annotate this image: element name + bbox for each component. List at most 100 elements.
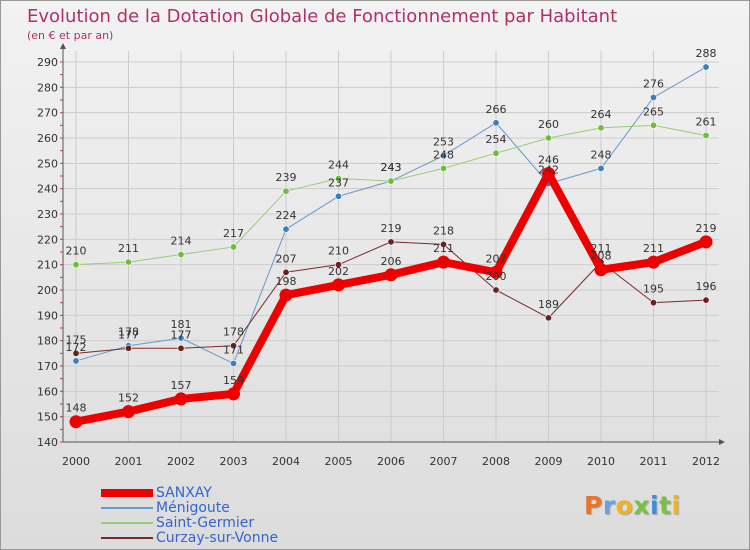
data-point-curzay-sur-vonne bbox=[387, 238, 395, 246]
data-point-curzay-sur-vonne bbox=[282, 268, 290, 276]
data-label-sanxay: 202 bbox=[328, 265, 349, 278]
data-point-curzay-sur-vonne bbox=[649, 299, 657, 307]
y-tick-label: 180 bbox=[37, 335, 58, 348]
data-label-sanxay: 207 bbox=[486, 252, 507, 265]
data-point-sanxay bbox=[69, 415, 83, 429]
data-label-saint-germier: 244 bbox=[328, 159, 349, 172]
y-tick-label: 160 bbox=[37, 385, 58, 398]
proxiti-logo: Proxiti bbox=[584, 491, 681, 520]
data-point-sanxay bbox=[174, 392, 188, 406]
data-point-m-nigoute bbox=[72, 357, 80, 365]
data-point-saint-germier bbox=[702, 131, 710, 139]
data-label-m-nigoute: 178 bbox=[118, 326, 139, 339]
x-tick-label: 2003 bbox=[220, 455, 248, 468]
data-point-sanxay bbox=[279, 288, 293, 302]
y-tick-label: 150 bbox=[37, 411, 58, 424]
data-point-saint-germier bbox=[387, 177, 395, 185]
data-label-sanxay: 246 bbox=[538, 153, 559, 166]
y-tick-label: 140 bbox=[37, 436, 58, 449]
data-point-saint-germier bbox=[72, 261, 80, 269]
data-label-sanxay: 219 bbox=[696, 222, 717, 235]
data-point-sanxay bbox=[594, 263, 608, 277]
data-point-curzay-sur-vonne bbox=[544, 314, 552, 322]
data-label-sanxay: 157 bbox=[171, 379, 192, 392]
gridlines bbox=[63, 51, 719, 443]
data-label-sanxay: 152 bbox=[118, 392, 139, 405]
y-axis-arrow bbox=[60, 43, 66, 49]
data-label-m-nigoute: 181 bbox=[171, 318, 192, 331]
data-label-sanxay: 211 bbox=[433, 242, 454, 255]
data-label-curzay-sur-vonne: 210 bbox=[328, 245, 349, 258]
legend-swatch bbox=[101, 522, 153, 524]
logo-letter: P bbox=[584, 491, 603, 520]
data-point-saint-germier bbox=[492, 149, 500, 157]
data-point-m-nigoute bbox=[439, 152, 447, 160]
legend-label: Curzay-sur-Vonne bbox=[156, 530, 279, 546]
data-label-saint-germier: 254 bbox=[486, 133, 507, 146]
legend-swatch bbox=[101, 489, 153, 497]
data-point-saint-germier bbox=[597, 124, 605, 132]
data-label-curzay-sur-vonne: 189 bbox=[538, 298, 559, 311]
data-label-sanxay: 148 bbox=[66, 402, 87, 415]
y-tick-label: 210 bbox=[37, 259, 58, 272]
data-point-curzay-sur-vonne bbox=[439, 240, 447, 248]
data-labels: 172 178 181 171 224 237 243 253 266 242 248 276 288 2… bbox=[66, 47, 717, 415]
y-tick-label: 240 bbox=[37, 183, 58, 196]
x-tick-label: 2012 bbox=[692, 455, 720, 468]
x-tick-label: 2006 bbox=[377, 455, 405, 468]
data-label-curzay-sur-vonne: 219 bbox=[381, 222, 402, 235]
logo-letter: t bbox=[659, 491, 672, 520]
data-label-curzay-sur-vonne: 175 bbox=[66, 333, 87, 346]
data-point-m-nigoute bbox=[649, 93, 657, 101]
data-label-curzay-sur-vonne: 211 bbox=[591, 242, 612, 255]
data-point-curzay-sur-vonne bbox=[334, 261, 342, 269]
data-point-m-nigoute bbox=[230, 359, 238, 367]
data-point-saint-germier bbox=[230, 243, 238, 251]
x-tick-label: 2005 bbox=[325, 455, 353, 468]
x-tick-label: 2011 bbox=[640, 455, 668, 468]
data-point-m-nigoute bbox=[492, 119, 500, 127]
data-label-curzay-sur-vonne: 177 bbox=[171, 328, 192, 341]
data-point-m-nigoute bbox=[702, 63, 710, 71]
logo-letter: x bbox=[633, 491, 650, 520]
y-tick-label: 170 bbox=[37, 360, 58, 373]
series-lines bbox=[69, 63, 713, 429]
data-label-sanxay: 211 bbox=[643, 242, 664, 255]
x-tick-label: 2008 bbox=[482, 455, 510, 468]
data-point-saint-germier bbox=[649, 121, 657, 129]
data-label-saint-germier: 239 bbox=[276, 171, 297, 184]
data-label-m-nigoute: 248 bbox=[591, 148, 612, 161]
data-label-m-nigoute: 237 bbox=[328, 176, 349, 189]
y-tick-label: 220 bbox=[37, 233, 58, 246]
x-tick-label: 2009 bbox=[535, 455, 563, 468]
data-label-curzay-sur-vonne: 195 bbox=[643, 283, 664, 296]
chart-subtitle: (en € et par an) bbox=[27, 29, 114, 42]
data-point-curzay-sur-vonne bbox=[177, 344, 185, 352]
y-tick-label: 270 bbox=[37, 107, 58, 120]
data-label-saint-germier: 260 bbox=[538, 118, 559, 131]
data-label-sanxay: 198 bbox=[276, 275, 297, 288]
data-point-saint-germier bbox=[439, 164, 447, 172]
legend-label: Saint-Germier bbox=[156, 515, 255, 531]
data-point-sanxay bbox=[489, 265, 503, 279]
logo-letter: i bbox=[671, 491, 681, 520]
x-tick-label: 2002 bbox=[167, 455, 195, 468]
data-point-m-nigoute bbox=[597, 164, 605, 172]
legend-swatch bbox=[101, 537, 153, 539]
x-tick-label: 2004 bbox=[272, 455, 300, 468]
x-tick-label: 2010 bbox=[587, 455, 615, 468]
data-label-saint-germier: 210 bbox=[66, 245, 87, 258]
x-tick-label: 2000 bbox=[62, 455, 90, 468]
data-label-m-nigoute: 276 bbox=[643, 77, 664, 90]
logo-letter: i bbox=[650, 491, 660, 520]
y-tick-label: 230 bbox=[37, 208, 58, 221]
data-label-curzay-sur-vonne: 177 bbox=[118, 328, 139, 341]
data-label-saint-germier: 217 bbox=[223, 227, 244, 240]
data-point-curzay-sur-vonne bbox=[125, 344, 133, 352]
data-label-saint-germier: 248 bbox=[433, 148, 454, 161]
x-tick-label: 2001 bbox=[115, 455, 143, 468]
data-point-m-nigoute bbox=[177, 334, 185, 342]
data-label-saint-germier: 243 bbox=[381, 161, 402, 174]
